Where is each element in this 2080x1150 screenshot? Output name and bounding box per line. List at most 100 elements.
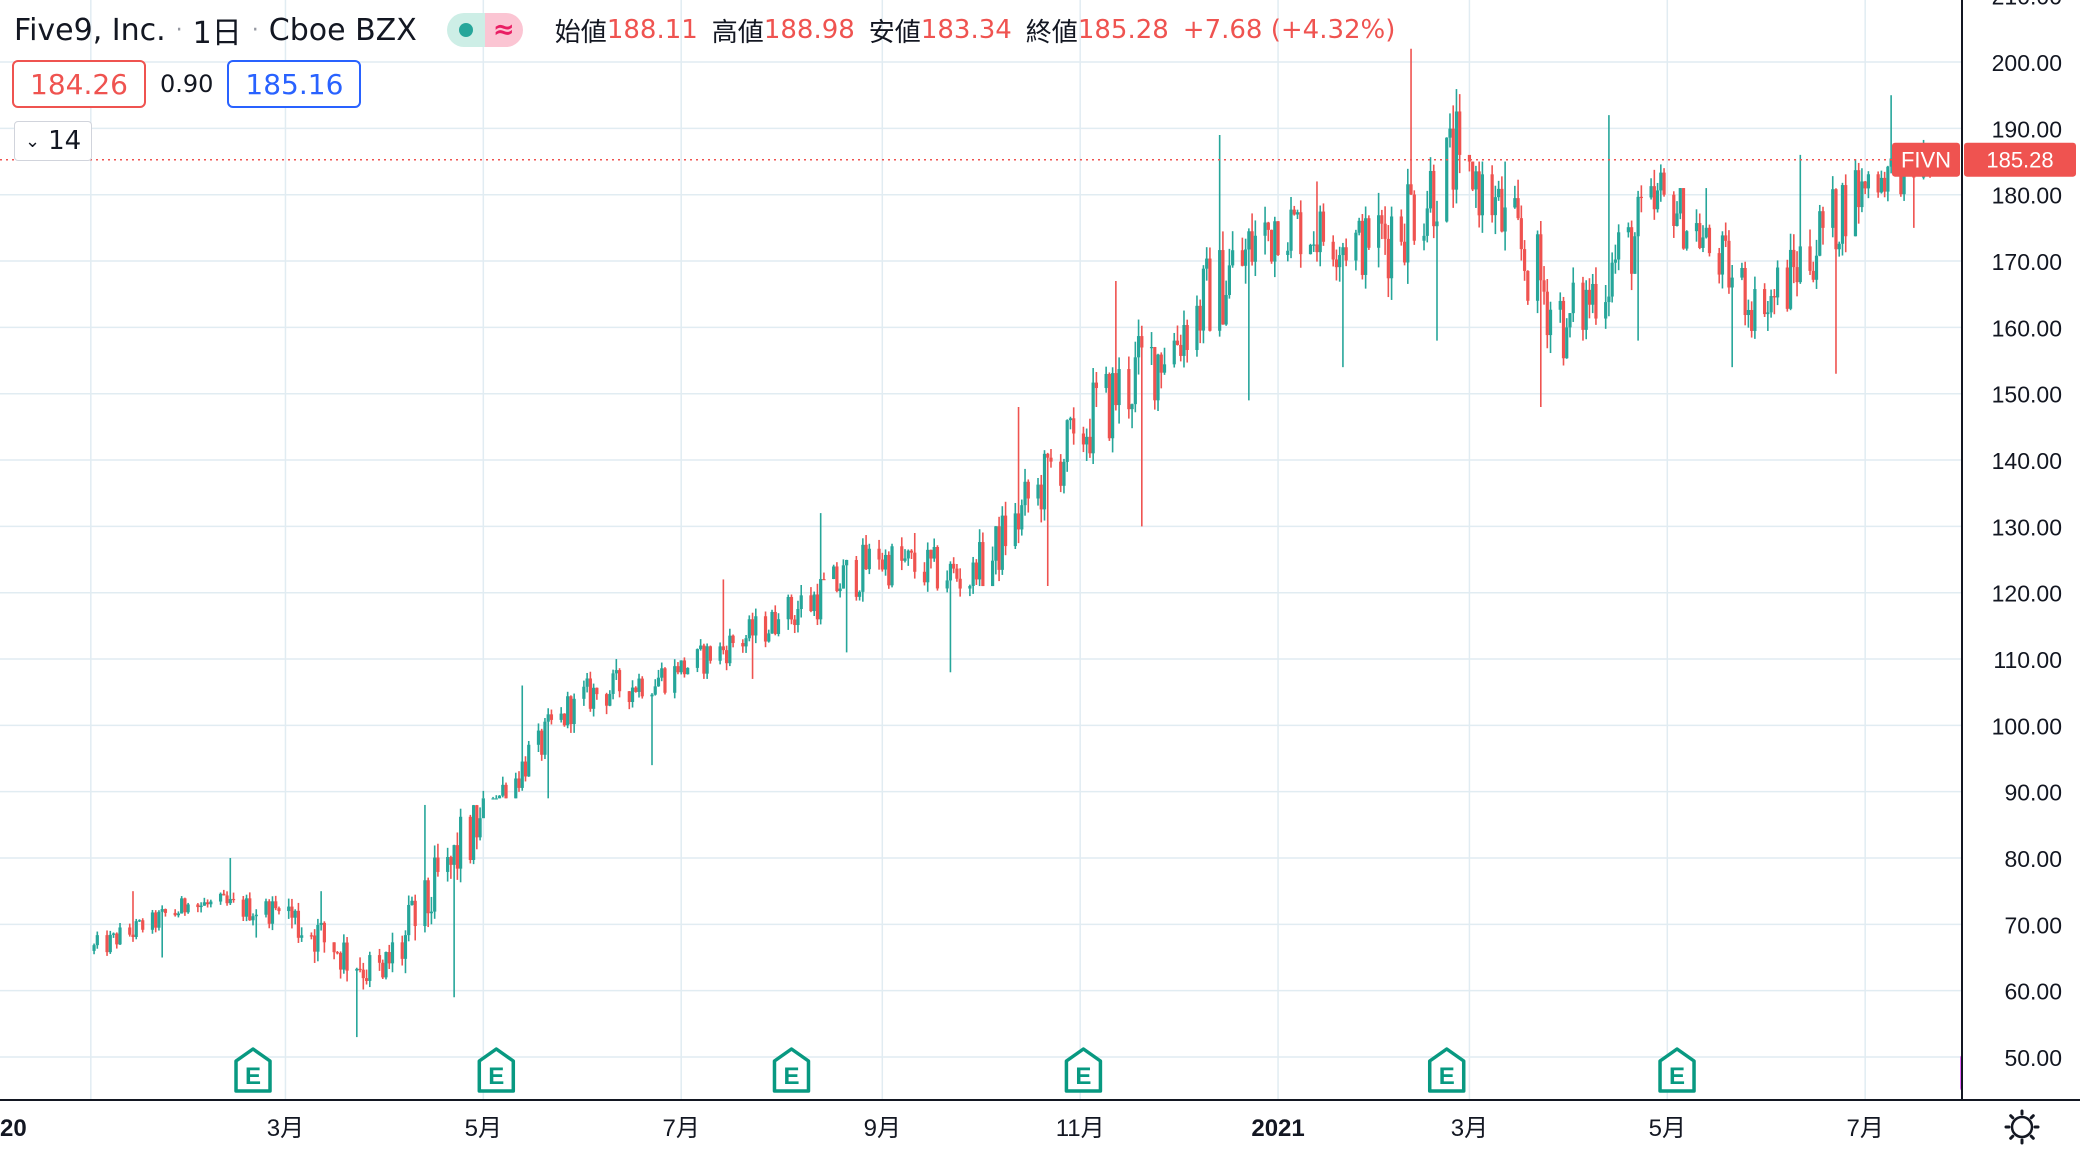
candle-body — [471, 805, 476, 860]
candle — [1792, 234, 1796, 284]
candle — [241, 895, 245, 922]
candle — [1133, 341, 1137, 413]
interval-label[interactable]: 1日 — [192, 16, 242, 51]
candle — [400, 935, 404, 966]
earnings-marker[interactable]: E — [477, 1047, 516, 1093]
candle-body — [1750, 309, 1754, 331]
candle — [1542, 266, 1546, 305]
candle-body — [361, 969, 365, 979]
candle — [1286, 242, 1290, 262]
candle — [1000, 506, 1004, 575]
candle-body — [1853, 170, 1858, 237]
candle-body — [1422, 235, 1426, 241]
settings-gear-icon[interactable] — [2004, 1109, 2040, 1145]
indicators-toggle-button[interactable]: ⌄ 14 — [14, 121, 93, 161]
candle-body — [481, 798, 485, 819]
candle-body — [1500, 188, 1504, 232]
candle — [1853, 159, 1858, 237]
earnings-marker[interactable]: E — [1658, 1047, 1696, 1093]
candle-body — [199, 905, 203, 908]
candle-body — [1639, 196, 1643, 199]
symbol-name[interactable]: Five9, Inc. — [14, 12, 166, 48]
candle — [718, 642, 722, 665]
candle-body — [945, 580, 949, 589]
candle-body — [1834, 189, 1838, 250]
candle — [741, 639, 745, 653]
candle-body — [1247, 231, 1251, 250]
candle-body — [1445, 137, 1449, 222]
candle-body — [1000, 515, 1004, 570]
candle — [725, 645, 729, 671]
candle — [267, 899, 271, 929]
candle-body — [572, 698, 576, 725]
candle-body — [955, 568, 959, 579]
candle-body — [1062, 461, 1066, 486]
candle — [588, 671, 592, 712]
candle-body — [822, 579, 826, 581]
candle-body — [517, 778, 521, 788]
candle-body — [1338, 255, 1342, 268]
candle — [1548, 301, 1553, 354]
candle-body — [1458, 111, 1462, 155]
candle-body — [1003, 515, 1008, 547]
candle-body — [400, 942, 404, 959]
candle-body — [1042, 453, 1047, 510]
candle — [1730, 265, 1734, 368]
candle — [1026, 479, 1030, 513]
candle — [1840, 182, 1845, 256]
candle-body — [1788, 249, 1793, 309]
candle — [309, 932, 314, 940]
status-pill[interactable]: ≈ — [446, 13, 523, 47]
chevron-down-icon: ⌄ — [25, 130, 41, 152]
candle — [922, 562, 927, 586]
candle — [338, 951, 343, 979]
ask-price-button[interactable]: 185.16 — [227, 60, 362, 108]
high-label: 高値 — [711, 17, 764, 48]
candle-body — [634, 687, 638, 692]
delayed-data-icon[interactable]: ≈ — [484, 13, 523, 47]
candle — [1795, 251, 1799, 297]
candle — [1321, 203, 1326, 246]
candle — [1480, 161, 1485, 233]
candle-body — [1250, 231, 1254, 262]
earnings-marker-label: E — [1669, 1063, 1685, 1090]
candle-body — [455, 845, 459, 869]
candle-body — [196, 904, 200, 908]
earnings-marker-label: E — [245, 1063, 261, 1090]
bid-price-button[interactable]: 184.26 — [12, 60, 146, 108]
candle-body — [1231, 250, 1235, 266]
candle — [494, 795, 498, 800]
candle-body — [1490, 174, 1494, 216]
candle — [1788, 233, 1793, 311]
candle — [413, 894, 417, 941]
candle — [822, 572, 826, 581]
candle — [1883, 171, 1887, 198]
price-tick-label: 170.00 — [1992, 249, 2062, 275]
candle — [199, 902, 203, 913]
candle-body — [222, 893, 226, 896]
candle-body — [137, 920, 142, 922]
earnings-marker[interactable]: E — [1427, 1047, 1466, 1093]
candle — [1471, 161, 1475, 192]
candle — [1451, 105, 1455, 208]
candle-body — [527, 744, 531, 777]
candle — [1247, 228, 1251, 401]
candle — [244, 894, 249, 922]
candle-body — [1720, 235, 1725, 275]
candle — [549, 709, 554, 725]
candle — [296, 902, 301, 943]
earnings-marker[interactable]: E — [1064, 1047, 1103, 1093]
candle — [1740, 262, 1744, 281]
candle — [452, 844, 456, 998]
price-axis[interactable]: 50.00 60.00 70.00 80.00 90.00 100.00 110.00 120… — [1892, 0, 2080, 1150]
candle-body — [640, 678, 644, 697]
candle — [1458, 94, 1462, 174]
candle-body — [773, 611, 777, 634]
candle-body — [1354, 232, 1358, 261]
candle-body — [1140, 336, 1144, 348]
time-axis[interactable]: 20 3月 5月 7月 9月 11月 2021 3月 5月 7月 — [0, 1099, 2080, 1150]
earnings-marker[interactable]: E — [772, 1047, 811, 1093]
market-status-icon[interactable] — [446, 13, 485, 47]
earnings-marker[interactable]: E — [234, 1047, 272, 1093]
